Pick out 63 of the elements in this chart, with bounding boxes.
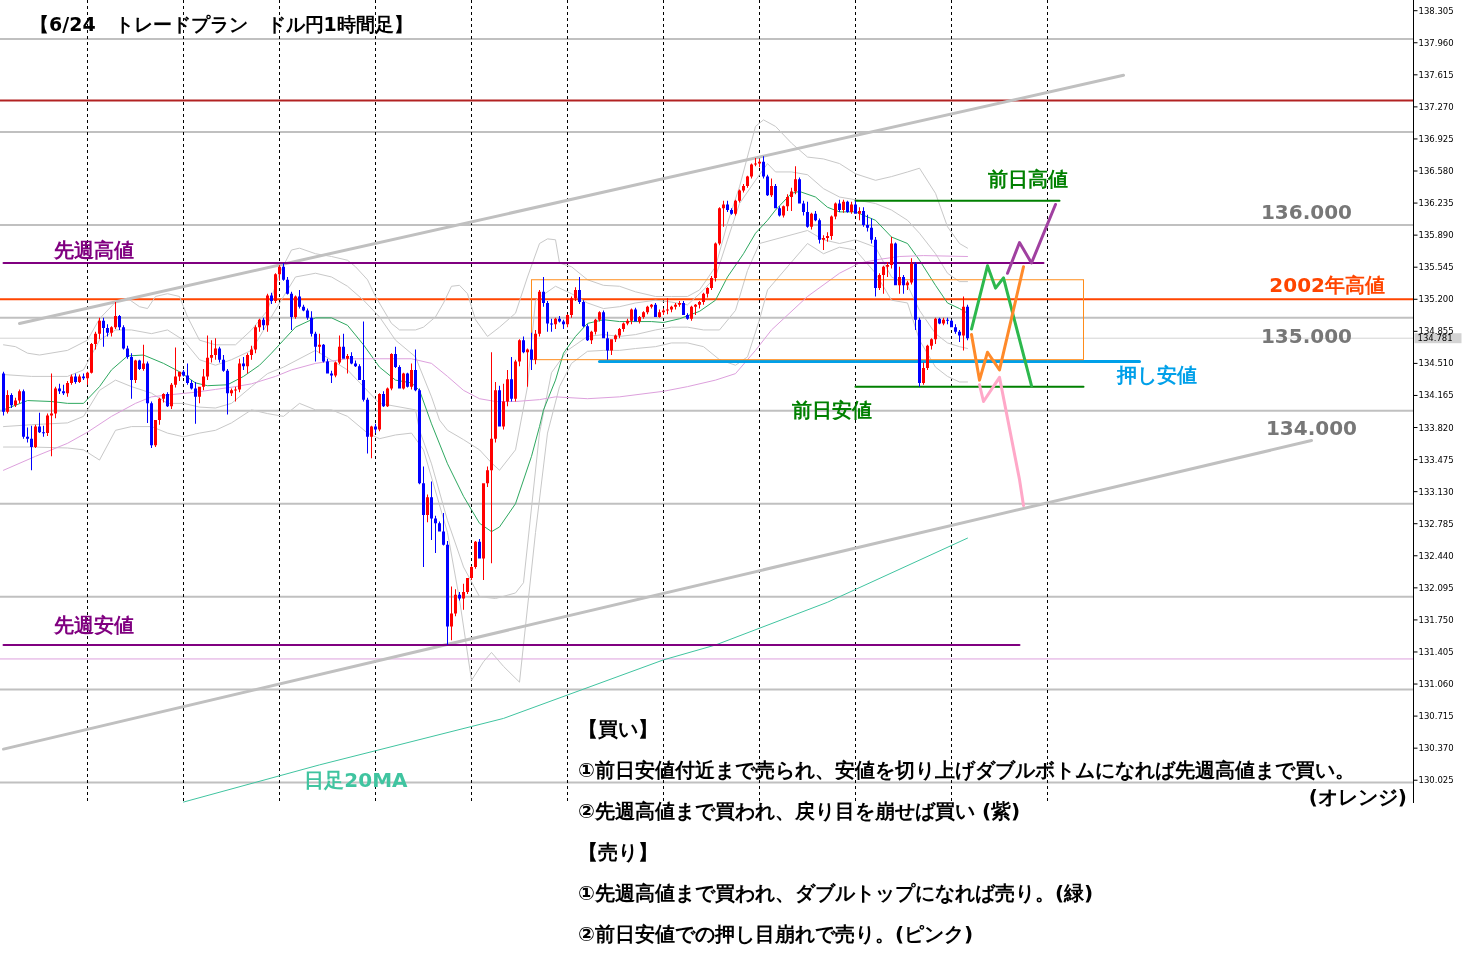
candlestick <box>822 235 825 251</box>
line-series <box>3 190 968 533</box>
y-tick-label: 135.200 <box>1418 294 1454 305</box>
y-tick-label: 132.440 <box>1418 550 1454 561</box>
line-series <box>978 375 1025 508</box>
series-label: 先週安値 <box>52 613 134 637</box>
candlestick <box>26 427 29 443</box>
candlestick <box>650 303 653 309</box>
ref-line-label: 2002年高値 <box>1269 273 1385 298</box>
series-label: 前日安値 <box>790 397 872 422</box>
candlestick <box>346 354 349 374</box>
y-tick-label: 130.370 <box>1418 743 1454 754</box>
candlestick <box>210 340 213 363</box>
line-series <box>970 264 1033 388</box>
y-tick-label: 134.510 <box>1418 358 1454 369</box>
y-tick-label: 132.095 <box>1418 582 1454 593</box>
y-tick-label: 133.475 <box>1418 454 1454 465</box>
line-series <box>970 265 1025 382</box>
ref-line-label: 135.000 <box>1260 323 1352 348</box>
candlestick <box>826 232 829 242</box>
y-tick-label: 130.025 <box>1418 775 1454 786</box>
y-tick-label: 131.060 <box>1418 679 1454 690</box>
y-tick-label: 136.235 <box>1418 198 1454 209</box>
candlestick <box>50 373 53 457</box>
ref-line-label: 136.000 <box>1260 199 1352 224</box>
candlestick <box>318 333 321 354</box>
candlestick <box>42 425 45 437</box>
ref-line-label: 134.000 <box>1265 415 1357 440</box>
series-label: 前日高値 <box>986 166 1068 191</box>
y-tick-label: 136.925 <box>1418 133 1454 144</box>
candlestick <box>550 318 553 332</box>
y-tick-label: 132.785 <box>1418 518 1454 529</box>
annotation: 【買い】 <box>578 717 658 741</box>
y-tick-label: 134.165 <box>1418 390 1454 401</box>
candlestick <box>858 207 861 221</box>
candlestick <box>754 158 757 167</box>
candlestick <box>678 301 681 307</box>
text: 【売り】 <box>578 840 658 864</box>
y-tick-label: 138.305 <box>1418 5 1454 16</box>
y-tick-label: 136.580 <box>1418 166 1454 177</box>
y-tick-label: 130.715 <box>1418 711 1454 722</box>
y-tick-label: 137.615 <box>1418 69 1454 80</box>
y-tick-label: 135.545 <box>1418 262 1454 273</box>
y-tick-label: 137.270 <box>1418 101 1454 112</box>
candlestick <box>722 200 725 227</box>
candlestick <box>886 262 889 277</box>
series-label: 先週高値 <box>52 238 134 263</box>
y-tick-label: 137.960 <box>1418 37 1454 48</box>
candlestick <box>194 381 197 424</box>
line-series <box>1006 202 1057 275</box>
y-tick-label: 131.405 <box>1418 646 1454 657</box>
y-tick-label: 133.820 <box>1418 422 1454 433</box>
candlestick <box>242 356 245 370</box>
series-label: 押し安値 <box>1115 362 1197 387</box>
y-tick-label: 131.750 <box>1418 614 1454 625</box>
candlestick <box>666 298 669 315</box>
y-tick-label: 133.130 <box>1418 486 1454 497</box>
candlestick <box>234 386 237 402</box>
candlestick <box>526 348 529 387</box>
text: ①先週高値まで買われ、ダブルトップになれば売り。(緑) <box>578 881 1094 905</box>
y-tick-label: 135.890 <box>1418 230 1454 241</box>
text: ②前日安値での押し目崩れで売り。(ピンク) <box>578 922 974 946</box>
series-label: 日足20MA <box>304 767 409 792</box>
